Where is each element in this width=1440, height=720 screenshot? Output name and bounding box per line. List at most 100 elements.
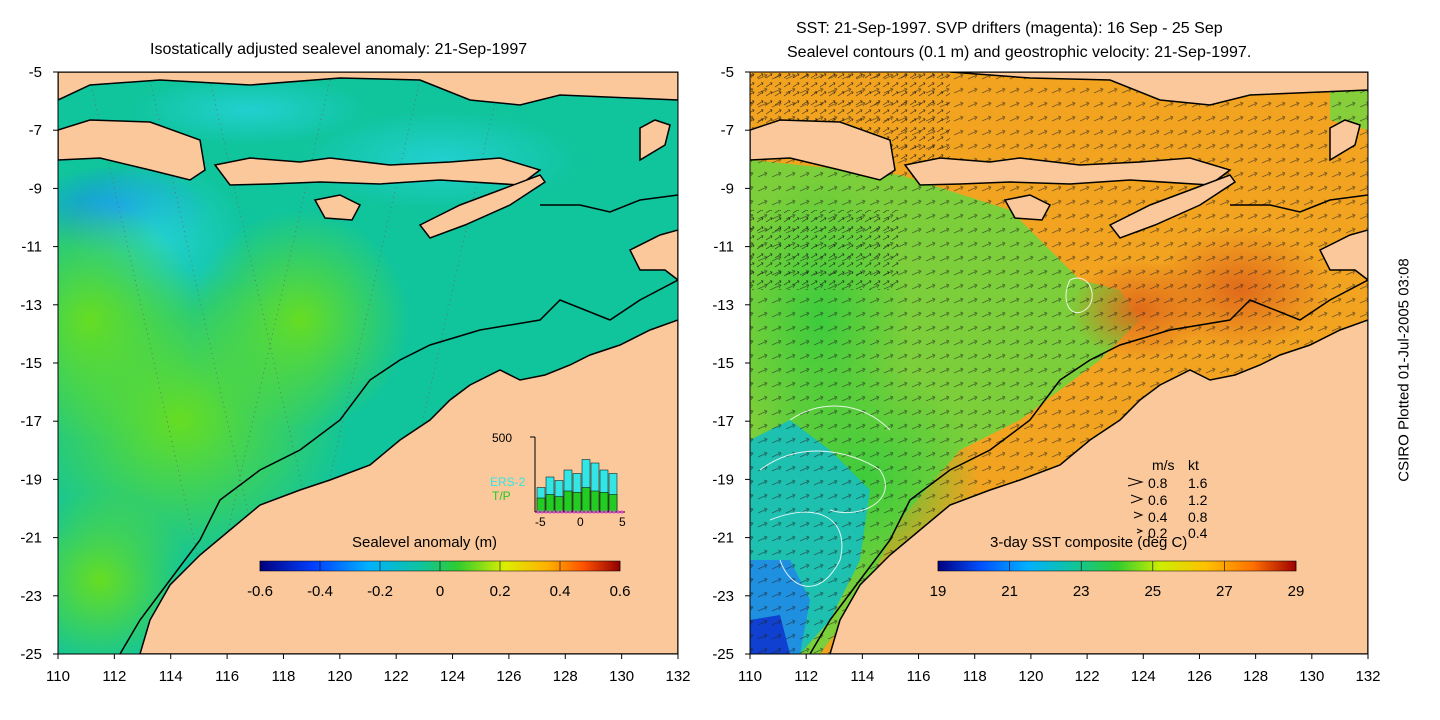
sealevel-colorbar-tick: 0.2 xyxy=(490,583,511,600)
sst-colorbar-tick: 21 xyxy=(1001,583,1018,600)
left-lat-tick-label: -19 xyxy=(20,471,42,488)
right-lat-tick-label: -19 xyxy=(712,471,734,488)
left-lat-tick-label: -5 xyxy=(29,64,42,81)
right-lat-tick-label: -7 xyxy=(721,122,734,139)
sealevel-colorbar-tick: 0.4 xyxy=(550,583,571,600)
velocity-legend-ms-1: 0.8 xyxy=(1148,475,1168,491)
altimeter-histogram-inset: 500 ERS-2 T/P -5 0 5 xyxy=(490,431,626,529)
left-lon-tick-label: 132 xyxy=(665,668,690,685)
right-lon-tick-label: 124 xyxy=(1131,668,1156,685)
sealevel-colorbar-tick: 0.6 xyxy=(610,583,631,600)
right-lat-tick-label: -25 xyxy=(712,646,734,663)
left-lon-tick-label: 118 xyxy=(271,668,295,685)
histogram-xtick-0: 0 xyxy=(577,515,584,529)
sst-colorbar-tick: 29 xyxy=(1288,583,1305,600)
sealevel-colorbar-tick: -0.2 xyxy=(367,583,393,600)
sealevel-colorbar-tick: -0.4 xyxy=(307,583,333,600)
left-map-title: Isostatically adjusted sealevel anomaly:… xyxy=(150,41,528,58)
right-lon-tick-label: 116 xyxy=(907,668,931,685)
right-lon-tick-label: 130 xyxy=(1299,668,1324,685)
right-lat-tick-label: -23 xyxy=(712,588,734,605)
histogram-bar-tp xyxy=(608,494,618,513)
left-lon-tick-label: 124 xyxy=(440,668,465,685)
histogram-ymax-label: 500 xyxy=(492,431,512,445)
left-map: 500 ERS-2 T/P -5 0 5 Sealevel anomaly (m… xyxy=(57,71,679,655)
left-lat-tick-label: -25 xyxy=(20,646,42,663)
left-lat-tick-label: -7 xyxy=(29,122,42,139)
right-lat-tick-label: -21 xyxy=(712,530,734,547)
left-lon-tick-label: 126 xyxy=(496,668,521,685)
right-lat-tick-label: -5 xyxy=(721,64,734,81)
sealevel-colorbar-label: Sealevel anomaly (m) xyxy=(352,534,497,551)
velocity-legend-header-kt: kt xyxy=(1188,457,1199,473)
histogram-bar-tp xyxy=(545,494,555,513)
right-lon-tick-label: 112 xyxy=(794,668,818,685)
left-lat-tick-label: -17 xyxy=(20,413,42,430)
left-lat-tick-label: -21 xyxy=(20,530,42,547)
right-map-title-line1: SST: 21-Sep-1997. SVP drifters (magenta)… xyxy=(796,20,1223,37)
histogram-bar-tp xyxy=(572,492,582,513)
histogram-xtick-5: 5 xyxy=(619,515,626,529)
velocity-legend-header-ms: m/s xyxy=(1152,457,1175,473)
velocity-legend-kt-4: 0.4 xyxy=(1188,525,1208,541)
left-lat-tick-label: -13 xyxy=(20,297,42,314)
sst-colorbar-tick: 25 xyxy=(1144,583,1161,600)
histogram-bar-tp xyxy=(554,496,564,513)
right-lon-tick-label: 132 xyxy=(1355,668,1380,685)
right-map-axes: 110 112 114 116 118 120 122 124 126 128 130 132 -5 -7… xyxy=(712,64,1380,685)
histogram-bar-tp xyxy=(581,487,591,513)
velocity-legend-ms-4: 0.2 xyxy=(1148,525,1168,541)
left-lat-tick-label: -15 xyxy=(20,355,42,372)
sealevel-colorbar-tick: 0 xyxy=(436,583,444,600)
histogram-bar-tp xyxy=(563,490,573,513)
sealevel-colorbar: Sealevel anomaly (m) -0.6 -0.4 -0.2 0 0.2 0.4… xyxy=(247,534,630,600)
right-lat-tick-label: -17 xyxy=(712,413,734,430)
histogram-bar-tp xyxy=(590,490,600,513)
velocity-legend-ms-2: 0.6 xyxy=(1148,492,1168,508)
velocity-legend-kt-3: 0.8 xyxy=(1188,509,1208,525)
right-lon-tick-label: 110 xyxy=(738,668,762,685)
left-lat-tick-label: -11 xyxy=(21,239,42,256)
histogram-legend-ers2: ERS-2 xyxy=(490,475,526,489)
right-map: m/s kt 0.8 1.6 0.6 1.2 0.4 0.8 0.2 0.4 3… xyxy=(749,71,1369,655)
left-lon-tick-label: 130 xyxy=(609,668,634,685)
left-map-axes: 110 112 114 116 118 120 122 124 126 128 130 132 -5 -7… xyxy=(20,64,690,685)
left-lon-tick-label: 110 xyxy=(46,668,70,685)
right-lat-tick-label: -13 xyxy=(712,297,734,314)
left-lat-tick-label: -9 xyxy=(29,180,42,197)
velocity-legend-kt-1: 1.6 xyxy=(1188,475,1208,491)
histogram-legend-tp: T/P xyxy=(492,489,511,503)
velocity-legend-ms-3: 0.4 xyxy=(1148,509,1168,525)
right-lat-tick-label: -9 xyxy=(721,180,734,197)
right-map-title-line2: Sealevel contours (0.1 m) and geostrophi… xyxy=(787,44,1252,61)
sealevel-contours xyxy=(759,277,1093,587)
right-lat-tick-label: -15 xyxy=(712,355,734,372)
velocity-legend: m/s kt 0.8 1.6 0.6 1.2 0.4 0.8 0.2 0.4 xyxy=(1127,457,1208,541)
sst-colorbar-tick: 27 xyxy=(1216,583,1233,600)
sst-colorbar-tick: 23 xyxy=(1073,583,1090,600)
left-lat-tick-label: -23 xyxy=(20,588,42,605)
right-lon-tick-label: 126 xyxy=(1187,668,1212,685)
left-lon-tick-label: 122 xyxy=(384,668,409,685)
right-lon-tick-label: 122 xyxy=(1075,668,1100,685)
histogram-bar-tp xyxy=(599,492,609,513)
right-lon-tick-label: 128 xyxy=(1243,668,1268,685)
left-lon-tick-label: 120 xyxy=(327,668,352,685)
right-lon-tick-label: 120 xyxy=(1018,668,1043,685)
bathymetry-contour xyxy=(119,279,678,654)
sealevel-colorbar-tick: -0.6 xyxy=(247,583,273,600)
left-lon-tick-label: 116 xyxy=(215,668,239,685)
plot-credit-note: CSIRO Plotted 01-Jul-2005 03:08 xyxy=(1395,258,1413,482)
right-lon-tick-label: 118 xyxy=(963,668,987,685)
right-lat-tick-label: -11 xyxy=(713,239,734,256)
right-lon-tick-label: 114 xyxy=(850,668,874,685)
left-lon-tick-label: 114 xyxy=(159,668,183,685)
sst-colorbar-tick: 19 xyxy=(930,583,947,600)
sst-colorbar-label: 3-day SST composite (deg C) xyxy=(990,534,1187,551)
histogram-bar-tp xyxy=(536,497,546,513)
left-lon-tick-label: 112 xyxy=(102,668,126,685)
left-lon-tick-label: 128 xyxy=(553,668,578,685)
histogram-xtick-neg5: -5 xyxy=(535,515,546,529)
velocity-legend-kt-2: 1.2 xyxy=(1188,492,1208,508)
sst-colorbar: 3-day SST composite (deg C) 19 21 23 25 27 29 xyxy=(930,534,1305,600)
